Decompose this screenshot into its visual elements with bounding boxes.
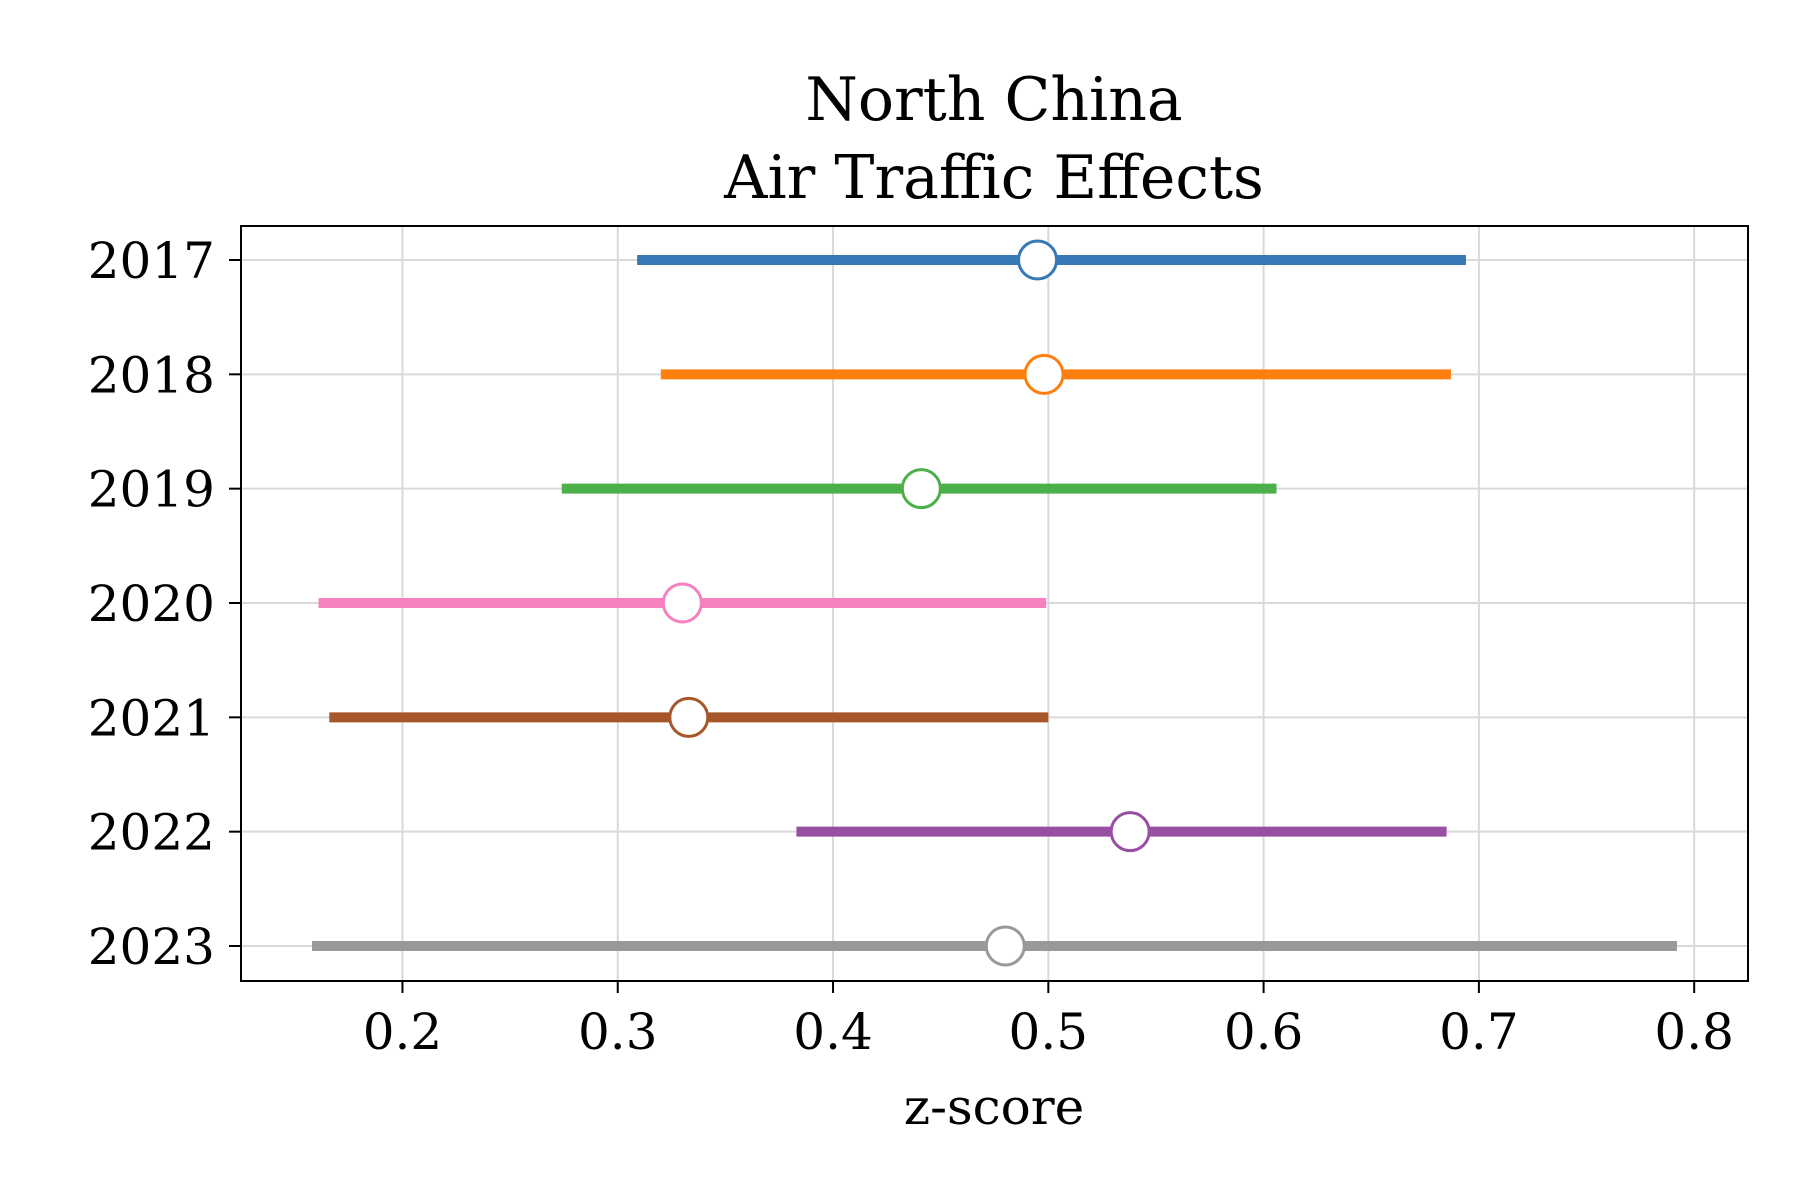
chart-title-line-1: North China [805,65,1182,135]
x-tick-label: 0.6 [1224,1003,1304,1061]
x-tick-label: 0.2 [363,1003,443,1061]
y-tick-label: 2018 [88,346,215,404]
y-tick-label: 2019 [88,461,215,519]
point-estimate-2021 [668,696,710,738]
point-estimate-2019 [900,468,942,510]
x-axis-label: z-score [904,1078,1085,1136]
chart-title-line-2: Air Traffic Effects [723,143,1264,213]
plot-marks [312,239,1677,967]
x-tick-label: 0.5 [1009,1003,1089,1061]
point-estimate-2022 [1109,811,1151,853]
x-tick-label: 0.7 [1439,1003,1519,1061]
axes: 0.2 0.3 0.4 0.5 0.6 0.7 0.8 2017 2018 2019 2020 202… [88,232,1734,1061]
point-estimate-2018 [1023,353,1065,395]
y-tick-label: 2023 [88,918,215,976]
y-tick-label: 2017 [88,232,215,290]
y-tick-label: 2022 [88,804,215,862]
point-estimate-2023 [984,925,1026,967]
y-tick-label: 2020 [88,575,215,633]
x-tick-label: 0.3 [578,1003,658,1061]
point-estimate-2020 [661,582,703,624]
point-estimate-2017 [1017,239,1059,281]
y-tick-label: 2021 [88,689,215,747]
x-tick-label: 0.8 [1654,1003,1734,1061]
x-tick-label: 0.4 [793,1003,873,1061]
